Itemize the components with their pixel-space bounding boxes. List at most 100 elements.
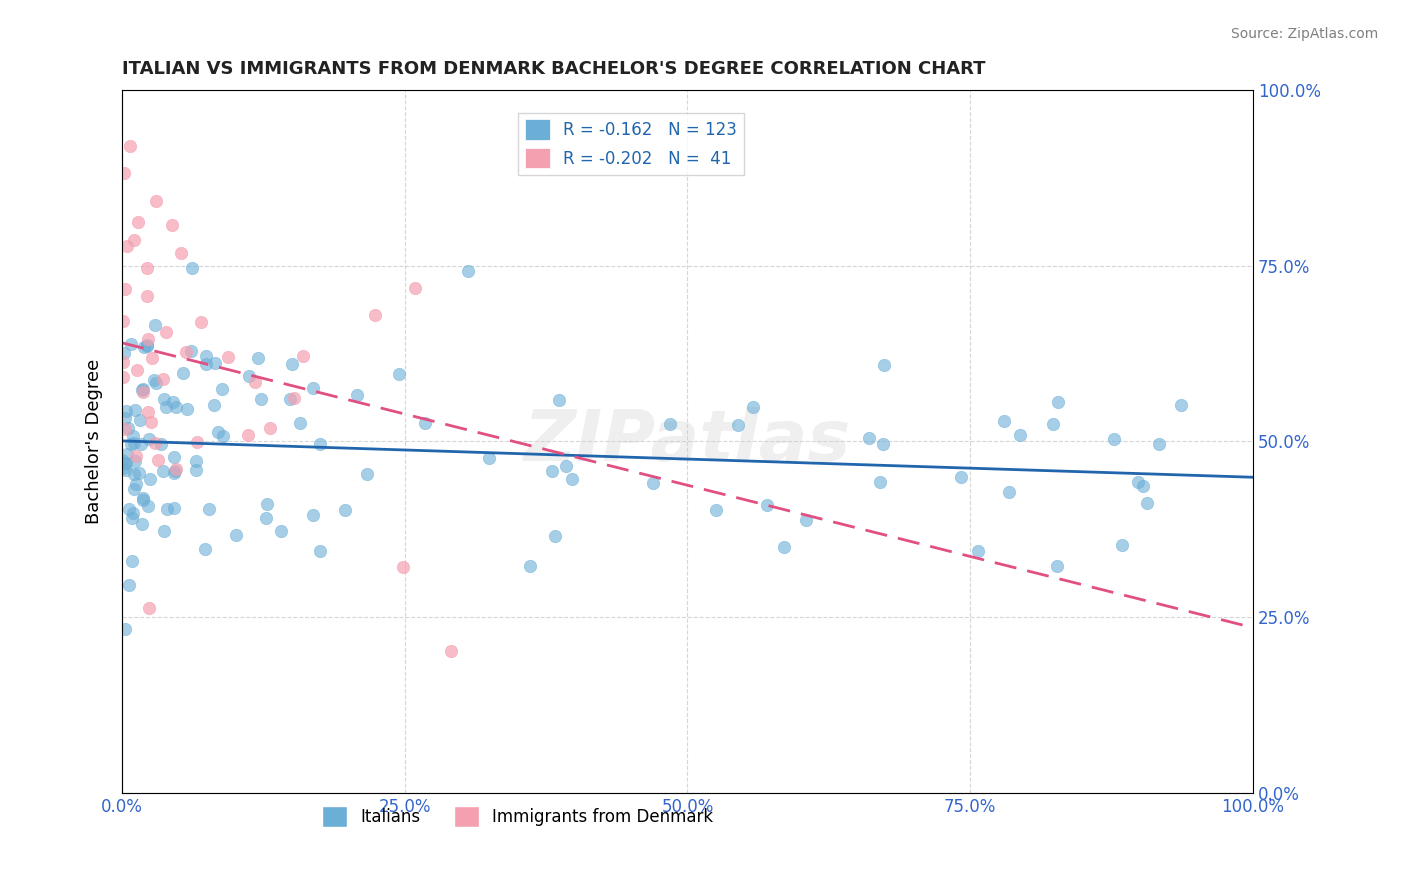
Immigrants from Denmark bbox=[217, 351, 239, 365]
Italians bbox=[756, 499, 779, 513]
Immigrants from Denmark bbox=[114, 282, 136, 296]
Italians bbox=[124, 454, 146, 468]
Italians bbox=[118, 502, 141, 516]
Immigrants from Denmark bbox=[112, 314, 135, 328]
Italians bbox=[124, 476, 146, 491]
Italians bbox=[120, 437, 142, 451]
Immigrants from Denmark bbox=[112, 355, 135, 369]
Italians bbox=[388, 368, 411, 382]
Italians bbox=[163, 464, 186, 478]
Italians bbox=[413, 416, 436, 430]
Italians bbox=[156, 502, 179, 516]
Immigrants from Denmark bbox=[152, 372, 174, 386]
Immigrants from Denmark bbox=[127, 362, 149, 376]
Immigrants from Denmark bbox=[190, 315, 212, 329]
Italians bbox=[131, 517, 153, 532]
Italians bbox=[872, 437, 894, 451]
Italians bbox=[741, 400, 763, 414]
Italians bbox=[172, 366, 194, 380]
Italians bbox=[152, 392, 174, 407]
Italians bbox=[134, 340, 156, 354]
Italians bbox=[153, 524, 176, 538]
Immigrants from Denmark bbox=[138, 600, 160, 615]
Italians bbox=[1046, 395, 1069, 409]
Immigrants from Denmark bbox=[132, 384, 155, 399]
Text: Source: ZipAtlas.com: Source: ZipAtlas.com bbox=[1230, 27, 1378, 41]
Italians bbox=[194, 357, 217, 371]
Italians bbox=[270, 524, 292, 539]
Immigrants from Denmark bbox=[170, 245, 193, 260]
Italians bbox=[129, 412, 152, 426]
Immigrants from Denmark bbox=[138, 333, 160, 347]
Italians bbox=[993, 414, 1015, 428]
Italians bbox=[162, 450, 184, 464]
Italians bbox=[1042, 417, 1064, 431]
Italians bbox=[561, 472, 583, 486]
Italians bbox=[163, 500, 186, 515]
Immigrants from Denmark bbox=[135, 289, 157, 303]
Italians bbox=[641, 476, 664, 491]
Immigrants from Denmark bbox=[127, 215, 149, 229]
Immigrants from Denmark bbox=[120, 139, 142, 153]
Italians bbox=[112, 461, 135, 475]
Italians bbox=[540, 464, 562, 478]
Italians bbox=[1132, 479, 1154, 493]
Italians bbox=[1008, 428, 1031, 442]
Italians bbox=[202, 398, 225, 412]
Italians bbox=[519, 558, 541, 573]
Immigrants from Denmark bbox=[160, 218, 183, 232]
Italians bbox=[1111, 538, 1133, 552]
Italians bbox=[238, 369, 260, 384]
Italians bbox=[281, 357, 304, 371]
Italians bbox=[128, 466, 150, 480]
Italians bbox=[555, 459, 578, 474]
Italians bbox=[1136, 496, 1159, 510]
Italians bbox=[998, 485, 1021, 500]
Italians bbox=[152, 464, 174, 478]
Italians bbox=[145, 376, 167, 391]
Italians bbox=[186, 454, 208, 468]
Italians bbox=[122, 429, 145, 443]
Italians bbox=[131, 383, 153, 397]
Y-axis label: Bachelor's Degree: Bachelor's Degree bbox=[86, 359, 103, 524]
Italians bbox=[858, 431, 880, 445]
Italians bbox=[308, 437, 330, 451]
Italians bbox=[132, 493, 155, 508]
Italians bbox=[225, 528, 247, 542]
Italians bbox=[115, 404, 138, 418]
Immigrants from Denmark bbox=[141, 415, 163, 429]
Italians bbox=[136, 339, 159, 353]
Italians bbox=[124, 402, 146, 417]
Italians bbox=[333, 503, 356, 517]
Italians bbox=[115, 463, 138, 477]
Italians bbox=[254, 511, 277, 525]
Italians bbox=[1126, 475, 1149, 490]
Italians bbox=[773, 541, 796, 555]
Italians bbox=[114, 456, 136, 470]
Immigrants from Denmark bbox=[440, 643, 463, 657]
Italians bbox=[143, 372, 166, 386]
Italians bbox=[155, 401, 177, 415]
Immigrants from Denmark bbox=[238, 428, 260, 442]
Italians bbox=[356, 467, 378, 481]
Immigrants from Denmark bbox=[291, 349, 314, 363]
Italians bbox=[302, 508, 325, 522]
Immigrants from Denmark bbox=[186, 434, 208, 449]
Italians bbox=[346, 388, 368, 402]
Italians bbox=[114, 622, 136, 636]
Immigrants from Denmark bbox=[392, 559, 415, 574]
Italians bbox=[1170, 399, 1192, 413]
Italians bbox=[114, 411, 136, 425]
Immigrants from Denmark bbox=[259, 421, 281, 435]
Italians bbox=[1102, 432, 1125, 446]
Italians bbox=[457, 264, 479, 278]
Immigrants from Denmark bbox=[136, 405, 159, 419]
Italians bbox=[121, 506, 143, 520]
Immigrants from Denmark bbox=[404, 281, 426, 295]
Immigrants from Denmark bbox=[143, 436, 166, 450]
Immigrants from Denmark bbox=[141, 351, 163, 365]
Italians bbox=[256, 497, 278, 511]
Italians bbox=[162, 395, 184, 409]
Italians bbox=[207, 425, 229, 440]
Italians bbox=[136, 499, 159, 513]
